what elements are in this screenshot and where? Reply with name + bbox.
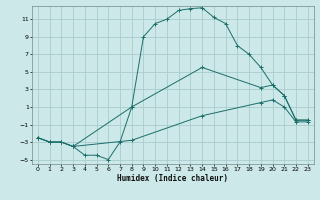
- X-axis label: Humidex (Indice chaleur): Humidex (Indice chaleur): [117, 174, 228, 183]
